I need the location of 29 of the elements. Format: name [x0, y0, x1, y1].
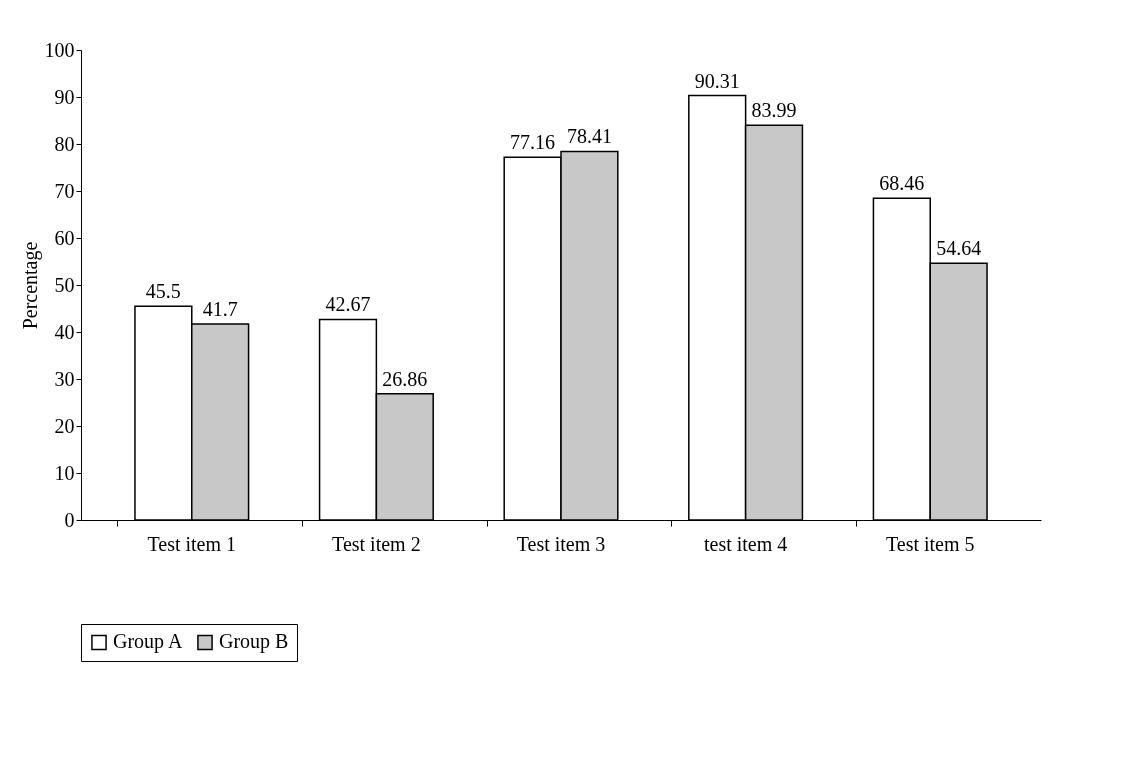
- x-tick-label: Test item 3: [516, 532, 606, 555]
- x-tick-label: Test item 5: [885, 532, 975, 555]
- y-tick-label: 60: [54, 226, 75, 249]
- y-tick-label: 0: [64, 508, 75, 531]
- y-tick-label: 30: [54, 367, 75, 390]
- data-label: 90.31: [694, 69, 740, 92]
- x-tick-label: Test item 2: [332, 532, 421, 555]
- data-label: 77.16: [510, 131, 556, 154]
- data-label: 45.5: [145, 280, 181, 303]
- y-tick-label: 40: [54, 320, 75, 343]
- y-tick-label: 20: [54, 414, 75, 437]
- y-axis-title: Percentage: [18, 241, 42, 330]
- legend-label: Group B: [219, 630, 289, 654]
- data-label: 68.46: [879, 172, 925, 195]
- y-tick-label: 80: [54, 132, 75, 155]
- y-tick-label: 90: [54, 85, 75, 108]
- y-tick-label: 50: [54, 273, 75, 296]
- data-label: 26.86: [382, 367, 428, 390]
- legend-label: Group A: [113, 630, 183, 654]
- data-label: 78.41: [566, 125, 612, 148]
- x-tick-label: Test item 1: [147, 532, 237, 555]
- data-label: 41.7: [202, 298, 238, 321]
- data-label: 42.67: [325, 293, 371, 316]
- y-tick-label: 70: [54, 179, 75, 202]
- y-tick-label: 10: [54, 461, 75, 484]
- y-tick-label: 100: [44, 38, 75, 61]
- x-tick-label: test item 4: [703, 532, 788, 555]
- data-label: 83.99: [751, 99, 797, 122]
- data-label: 54.64: [936, 237, 982, 260]
